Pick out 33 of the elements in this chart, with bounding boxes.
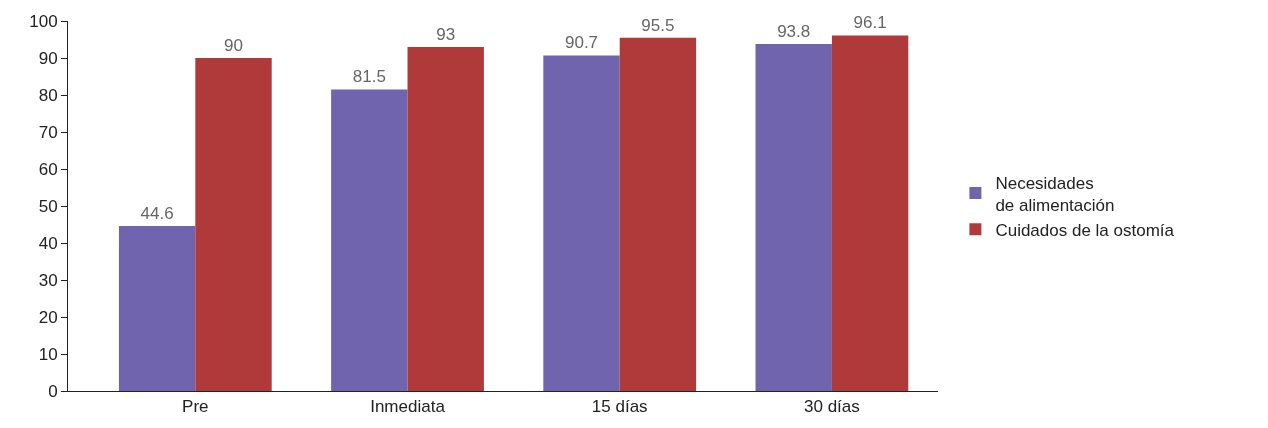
- data-label: 96.1: [853, 13, 887, 33]
- bar: [407, 46, 484, 391]
- y-tick-label: 0: [48, 381, 58, 401]
- y-tick-label: 90: [38, 48, 58, 68]
- y-tick-label: 70: [38, 122, 58, 142]
- y-tick-label: 10: [38, 344, 58, 364]
- x-tick-label: 15 días: [591, 397, 648, 417]
- data-label: 95.5: [641, 15, 675, 35]
- y-tick-label: 60: [38, 159, 58, 179]
- bar: [755, 43, 832, 391]
- x-tick-label: 30 días: [804, 397, 860, 417]
- data-label: 81.5: [352, 67, 386, 87]
- x-tick-label: Inmediata: [370, 397, 446, 417]
- bar: [619, 37, 697, 391]
- x-tick-label: Pre: [182, 397, 209, 417]
- data-label: 44.6: [140, 203, 174, 223]
- legend-label: Cuidados de la ostomía: [995, 220, 1175, 240]
- data-label: 93.8: [777, 21, 811, 41]
- y-tick-label: 40: [38, 233, 58, 253]
- y-tick-label: 50: [38, 196, 58, 216]
- data-label: 93: [436, 24, 456, 44]
- data-label: 90: [224, 36, 243, 55]
- legend-label: Necesidades de alimentación: [995, 173, 1115, 215]
- bar: [331, 89, 408, 391]
- bar: [831, 35, 909, 391]
- y-tick-label: 20: [38, 307, 58, 327]
- y-tick-label: 30: [38, 270, 58, 290]
- bar: [543, 55, 620, 391]
- y-tick-label: 80: [38, 85, 58, 105]
- y-tick-label: 100: [29, 11, 58, 31]
- bar: [195, 58, 272, 391]
- bar: [118, 225, 196, 391]
- data-label: 90.7: [564, 33, 599, 53]
